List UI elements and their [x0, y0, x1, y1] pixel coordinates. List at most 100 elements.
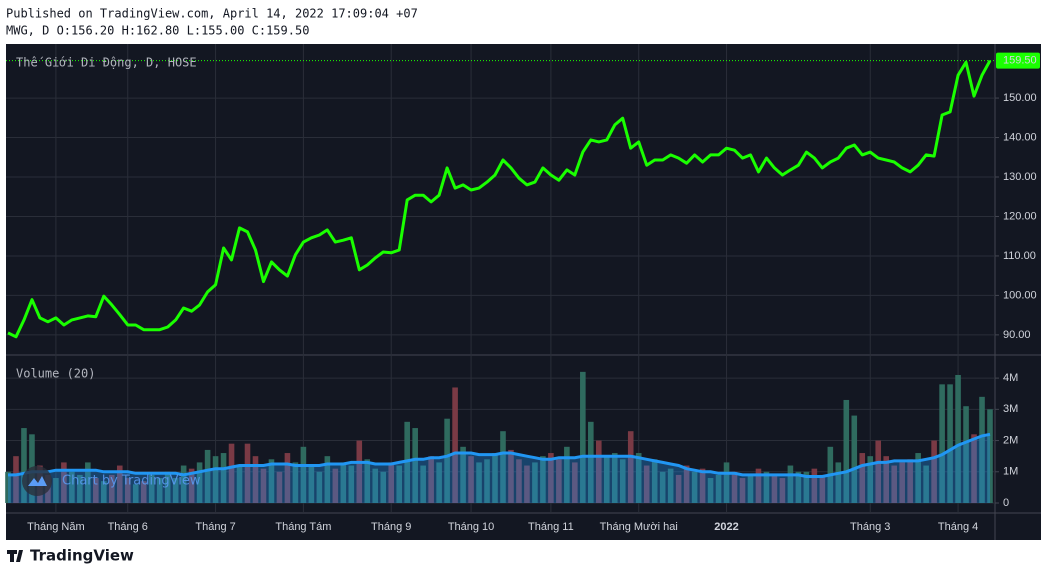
x-tick-label: Tháng 10	[448, 521, 494, 533]
volume-bar	[380, 471, 387, 504]
volume-bar	[236, 465, 243, 504]
volume-bar	[803, 471, 810, 504]
footer-logo: TradingView	[30, 547, 134, 565]
volume-bar	[627, 431, 634, 504]
volume-bar	[53, 478, 59, 504]
volume-bar	[787, 465, 794, 504]
volume-bar	[77, 474, 83, 504]
volume-bar	[332, 468, 339, 504]
volume-bar	[180, 465, 187, 504]
x-tick-label: Tháng 4	[938, 521, 978, 533]
volume-bar	[715, 474, 722, 504]
volume-bar	[5, 471, 11, 504]
volume-bar	[931, 440, 937, 504]
volume-bar	[635, 453, 642, 504]
volume-bar	[476, 462, 482, 504]
volume-bar	[260, 468, 267, 504]
volume-bar	[124, 478, 131, 504]
x-tick-label: Tháng 6	[108, 521, 148, 533]
volume-bar	[947, 384, 953, 504]
volume-bar	[420, 465, 426, 504]
x-tick-label: Tháng Năm	[27, 521, 84, 533]
volume-legend: Volume (20)	[16, 367, 95, 381]
volume-bar	[683, 465, 690, 504]
last-price-label: 159.50	[1003, 54, 1037, 66]
volume-bar	[148, 474, 155, 504]
volume-bar	[436, 462, 442, 504]
volume-bar	[556, 459, 562, 504]
volume-bar	[116, 465, 123, 504]
volume-bar	[883, 456, 890, 504]
volume-bar	[132, 484, 139, 504]
volume-bar	[691, 471, 698, 504]
y-tick-label: 3M	[1003, 403, 1018, 415]
volume-bar	[596, 440, 602, 504]
volume-bar	[532, 462, 538, 504]
volume-bar	[460, 446, 466, 504]
volume-bar	[915, 453, 921, 504]
volume-bar	[108, 474, 115, 504]
volume-bar	[428, 456, 434, 504]
series-legend: Thế Giới Di Động, D, HOSE	[16, 56, 197, 70]
volume-bar	[444, 418, 450, 504]
volume-bar	[548, 453, 554, 504]
plot	[5, 59, 995, 504]
volume-bar	[771, 474, 778, 504]
volume-bar	[643, 465, 650, 504]
volume-bar	[85, 462, 91, 504]
volume-bar	[316, 471, 323, 504]
volume-bar	[412, 428, 418, 504]
watermark-icon	[22, 466, 52, 496]
x-tick-label: Tháng 7	[195, 521, 235, 533]
watermark-icon-shape	[28, 476, 47, 486]
volume-bar	[348, 465, 355, 504]
volume-bar	[324, 456, 331, 504]
volume-bar	[659, 471, 666, 504]
volume-bar	[69, 471, 75, 504]
volume-bar	[196, 462, 203, 504]
volume-bar	[300, 446, 307, 504]
volume-bar	[747, 474, 754, 504]
volume-bar	[252, 456, 259, 504]
published-note: Published on TradingView.com, April 14, …	[6, 7, 418, 21]
volume-bar	[835, 462, 842, 504]
volume-bar	[172, 478, 179, 504]
volume-bar	[843, 399, 850, 504]
logo-mark	[7, 550, 23, 562]
volume-bar	[675, 474, 682, 504]
volume-bar	[156, 478, 163, 504]
volume-bar	[875, 440, 882, 504]
volume-bar	[971, 434, 977, 504]
volume-bar	[516, 459, 522, 504]
volume-bar	[21, 428, 27, 504]
volume-bar	[963, 406, 969, 504]
y-tick-label: 110.00	[1003, 250, 1036, 262]
volume-bar	[540, 456, 546, 504]
price-line	[7, 59, 992, 339]
volume-bar	[372, 468, 379, 504]
volume-bar	[979, 396, 985, 504]
volume-bar	[524, 465, 530, 504]
y-tick-label: 100.00	[1003, 289, 1037, 301]
volume-bar	[140, 481, 147, 504]
volume-bar	[867, 456, 874, 504]
y-tick-label: 90.00	[1003, 329, 1031, 341]
volume-bar	[763, 471, 770, 504]
x-tick-label: Tháng Mười hai	[600, 521, 678, 533]
volume-bar	[779, 478, 786, 504]
volume-bar	[739, 478, 746, 504]
volume-bar	[244, 443, 251, 504]
volume-bar	[588, 421, 594, 504]
x-tick-label: Tháng 9	[371, 521, 411, 533]
y-tick-label: 4M	[1003, 372, 1018, 384]
volume-bar	[619, 459, 626, 504]
x-tick-label: 2022	[714, 521, 738, 533]
volume-bar	[284, 453, 291, 504]
volume-bar	[468, 456, 474, 504]
x-tick-label: Tháng 11	[528, 521, 574, 533]
volume-bar	[212, 456, 219, 504]
volume-bar	[228, 443, 235, 504]
volume-bar	[220, 453, 227, 504]
volume-bar	[268, 459, 275, 504]
